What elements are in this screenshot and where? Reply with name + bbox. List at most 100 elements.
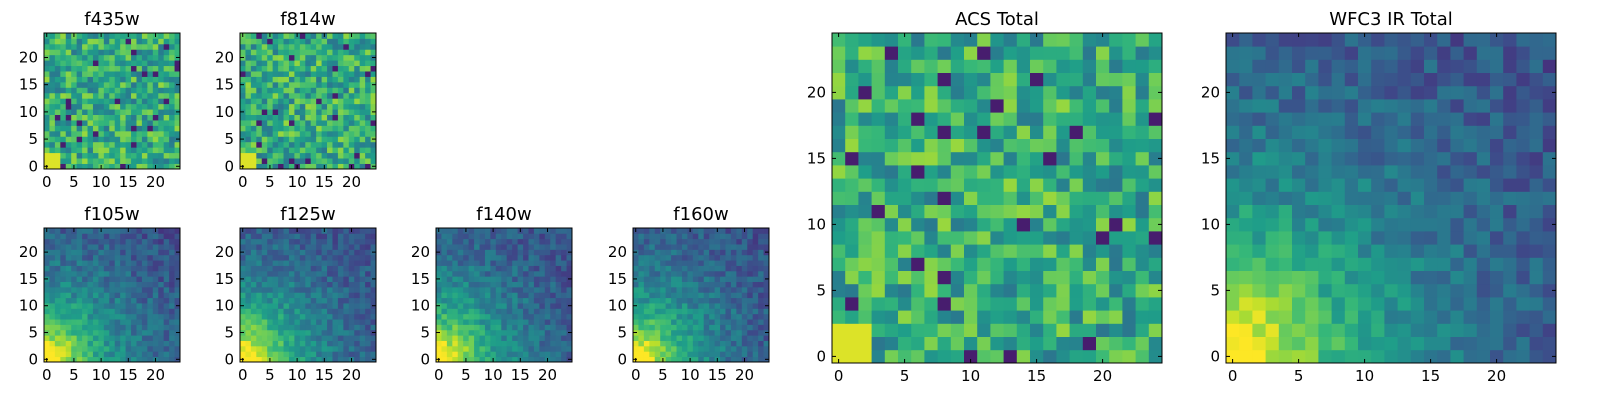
heatmap-cell [174, 292, 181, 299]
heatmap-cell [370, 125, 377, 132]
heatmap-cell [294, 340, 301, 347]
heatmap-cell [87, 65, 94, 72]
heatmap-cell [638, 286, 645, 293]
heatmap-cell [937, 283, 952, 298]
heatmap-cell [1437, 349, 1451, 364]
heatmap-cell [136, 303, 143, 309]
heatmap-cell [1096, 165, 1110, 179]
heatmap-cell [720, 356, 726, 363]
heatmap-cell [1148, 112, 1163, 126]
heatmap-cell [365, 313, 371, 320]
heatmap-cell [49, 54, 56, 61]
heatmap-cell [709, 238, 715, 245]
heatmap-cell [98, 238, 105, 245]
heatmap-cell [1069, 310, 1084, 324]
heatmap-cell [316, 49, 322, 56]
heatmap-cell [990, 99, 1004, 113]
heatmap-cell [1030, 138, 1044, 153]
heatmap-cell [660, 260, 667, 266]
heatmap-cell [348, 345, 355, 352]
heatmap-cell [703, 303, 710, 309]
heatmap-cell [452, 238, 459, 245]
heatmap-cell [365, 163, 371, 170]
heatmap-cell [725, 286, 732, 293]
heatmap-cell [1069, 244, 1084, 258]
heatmap-cell [120, 351, 126, 358]
heatmap-cell [288, 329, 295, 336]
heatmap-cell [370, 238, 377, 245]
heatmap-cell [174, 60, 181, 67]
heatmap-cell [692, 308, 699, 315]
heatmap-cell [665, 228, 672, 234]
heatmap-cell [321, 81, 328, 88]
heatmap-cell [82, 244, 88, 250]
heatmap-cell [898, 46, 912, 60]
heatmap-cell [643, 244, 650, 250]
heatmap-cell [441, 292, 448, 299]
heatmap-cell [354, 130, 361, 137]
heatmap-cell [858, 85, 872, 100]
heatmap-cell [763, 345, 770, 352]
heatmap-cell [643, 238, 650, 245]
heatmap-cell [337, 254, 344, 261]
heatmap-cell [332, 303, 339, 309]
heatmap-cell [512, 286, 518, 293]
heatmap-cell [256, 65, 263, 72]
heatmap-cell [1397, 231, 1412, 245]
heatmap-cell [1358, 336, 1372, 351]
heatmap-cell [736, 356, 743, 363]
heatmap-cell [87, 103, 94, 110]
heatmap-cell [245, 130, 252, 137]
heatmap-cell [321, 292, 328, 299]
heatmap-cell [299, 163, 306, 170]
heatmap-cell [1069, 349, 1084, 364]
heatmap-cell [1252, 310, 1266, 324]
heatmap-cell [714, 319, 721, 325]
heatmap-cell [1226, 204, 1240, 219]
heatmap-cell [692, 260, 699, 266]
heatmap-cell [359, 71, 366, 77]
heatmap-cell [321, 244, 328, 250]
heatmap-cell [87, 329, 94, 336]
heatmap-cell [676, 308, 683, 315]
heatmap-cell [316, 233, 322, 240]
heatmap-cell [261, 319, 268, 325]
heatmap-cell [49, 297, 56, 304]
heatmap-cell [354, 141, 361, 148]
heatmap-cell [136, 38, 143, 45]
heatmap-cell [681, 276, 688, 282]
heatmap-cell [60, 324, 67, 331]
heatmap-cell [1096, 244, 1110, 258]
heatmap-cell [250, 233, 257, 240]
heatmap-cell [638, 335, 645, 341]
heatmap-cell [1043, 217, 1057, 232]
heatmap-cell [490, 335, 497, 341]
heatmap-cell [174, 125, 181, 132]
heatmap-cell [343, 141, 350, 148]
heatmap-cell [736, 303, 743, 309]
heatmap-cell [245, 233, 252, 240]
heatmap-cell [1384, 270, 1398, 285]
heatmap-cell [763, 335, 770, 341]
heatmap-cell [365, 324, 371, 331]
heatmap-cell [858, 99, 872, 113]
heatmap-cell [267, 54, 274, 61]
heatmap-cell [474, 265, 480, 272]
heatmap-cell [136, 152, 143, 159]
heatmap-cell [299, 147, 306, 154]
heatmap-cell [294, 345, 301, 352]
heatmap-cell [1450, 165, 1464, 179]
heatmap-cell [990, 336, 1004, 351]
heatmap-cell [245, 313, 252, 320]
heatmap-cell [114, 238, 121, 245]
heatmap-cell [278, 120, 284, 126]
heatmap-cell [82, 92, 88, 99]
heatmap-cell [479, 313, 486, 320]
heatmap-cell [152, 351, 159, 358]
heatmap-cell [709, 286, 715, 293]
heatmap-cell [1529, 191, 1544, 205]
y-tick-label: 15 [19, 270, 38, 288]
heatmap-cell [528, 233, 535, 240]
heatmap-cell [845, 138, 859, 153]
heatmap-cell [539, 265, 546, 272]
